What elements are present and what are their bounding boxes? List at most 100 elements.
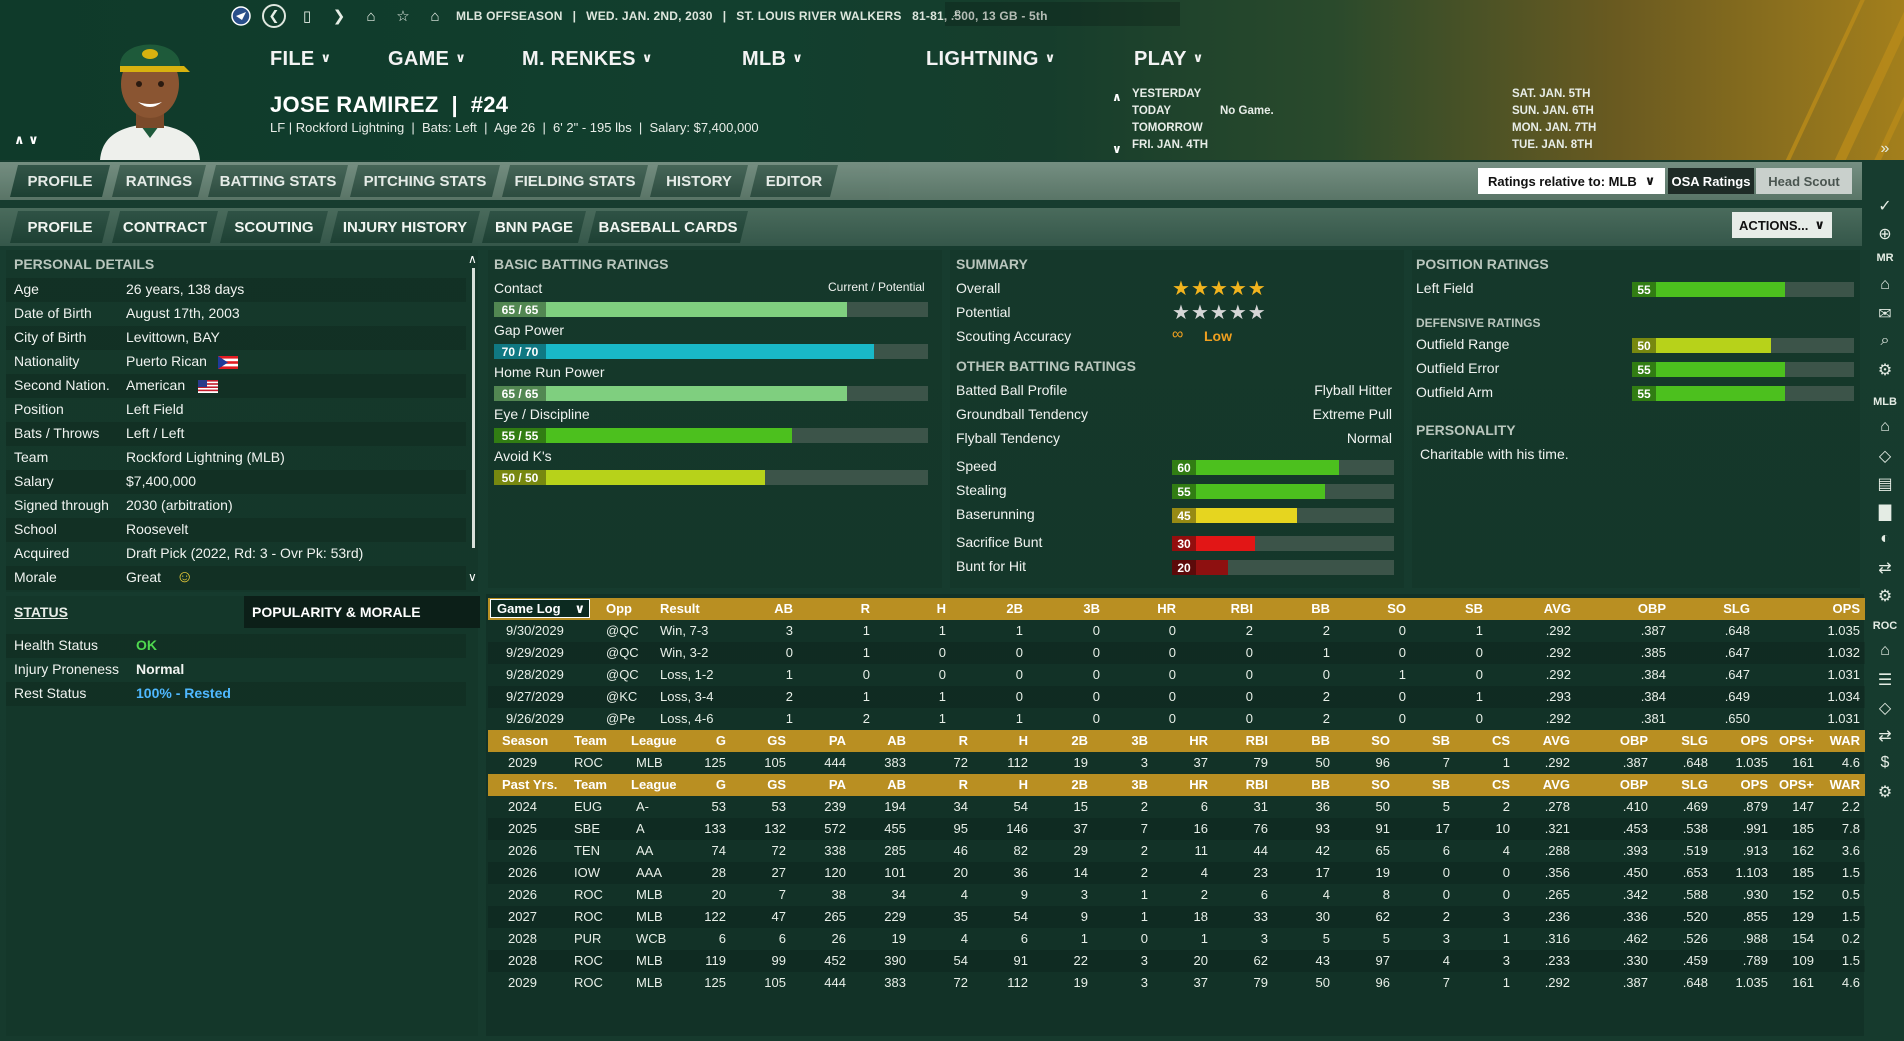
past-row[interactable]: 2028 PUR WCB 6 6 26 19 4 6 1 0 1 3 5 5 3 1 .316 .462 .526 .9… — [488, 928, 1865, 950]
ratings-relative-select[interactable]: Ratings relative to: MLB ∨ — [1478, 168, 1666, 194]
past-row[interactable]: 2026 TEN AA 74 72 338 285 46 82 29 2 11 44 42 65 6 4 .288… — [488, 840, 1865, 862]
column-header[interactable]: AVG — [1542, 733, 1570, 748]
subtab-scouting[interactable]: SCOUTING — [220, 211, 328, 243]
column-header[interactable]: AB — [887, 777, 906, 792]
column-header[interactable]: HR — [1157, 601, 1176, 616]
schedule-day[interactable]: TUE. JAN. 8TH — [1512, 139, 1593, 151]
gamelog-row[interactable]: 9/29/2029 @QC Win, 3-2 0 1 0 0 0 0 0 1 0 0 .292 .385 .6… — [488, 642, 1865, 664]
column-header[interactable]: OBP — [1619, 777, 1648, 792]
column-header[interactable]: OPS — [1832, 601, 1860, 616]
player-prev-next[interactable]: ∧ ∨ — [14, 132, 39, 147]
schedule-day[interactable]: FRI. JAN. 4TH — [1132, 139, 1209, 151]
column-header[interactable]: Result — [660, 601, 700, 616]
schedule-tomorrow[interactable]: TOMORROW — [1132, 122, 1203, 134]
chart-icon[interactable]: ▇ — [1878, 504, 1892, 521]
past-row[interactable]: 2026 ROC MLB 20 7 38 34 4 9 3 1 2 6 4 8 0 0 .265 .342 .588.… — [488, 884, 1865, 906]
column-header[interactable]: CS — [1491, 777, 1510, 792]
subtab-bnn-page[interactable]: BNN PAGE — [482, 211, 586, 243]
tab-editor[interactable]: EDITOR — [750, 165, 838, 197]
home-icon[interactable]: ⌂ — [366, 7, 376, 25]
gamelog-row[interactable]: 9/30/2029 @QC Win, 7-3 3 1 1 1 0 0 2 2 0 1 .292 .387 .6… — [488, 620, 1865, 642]
gear-icon[interactable]: ⚙ — [1877, 362, 1893, 379]
diamond-icon[interactable]: ◇ — [1878, 700, 1892, 717]
tab-history[interactable]: HISTORY — [650, 165, 748, 197]
column-header[interactable]: Past Yrs. — [502, 777, 558, 792]
past-row[interactable]: 2025 SBE A 133 132 572 455 95 146 37 7 16 76 93 91 17 10… — [488, 818, 1865, 840]
home-icon[interactable]: ⌂ — [1880, 642, 1890, 659]
column-header[interactable]: SLG — [1681, 777, 1708, 792]
column-header[interactable]: 2B — [1071, 777, 1088, 792]
column-header[interactable]: AB — [774, 601, 793, 616]
schedule-day[interactable]: MON. JAN. 7TH — [1512, 122, 1597, 134]
column-header[interactable]: RBI — [1245, 733, 1268, 748]
transfer-icon[interactable]: ⇄ — [1878, 728, 1892, 745]
transfer-icon[interactable]: ⇄ — [1878, 560, 1892, 577]
column-header[interactable]: 3B — [1131, 777, 1148, 792]
team-record[interactable]: ST. LOUIS RIVER WALKERS 81-81, .500, 13 … — [736, 9, 1048, 23]
past-row[interactable]: 2026 IOW AAA 28 27 120 101 20 36 14 2 4 23 17 19 0 0 .356… — [488, 862, 1865, 884]
column-header[interactable]: R — [958, 733, 968, 748]
column-header[interactable]: SO — [1371, 733, 1390, 748]
column-header[interactable]: PA — [828, 733, 846, 748]
gear-icon[interactable]: ⚙ — [1877, 588, 1893, 605]
column-header[interactable]: AVG — [1543, 601, 1571, 616]
popularity-morale-tab[interactable]: POPULARITY & MORALE — [244, 596, 480, 628]
column-header[interactable]: HR — [1189, 733, 1208, 748]
news-icon[interactable]: ▤ — [1877, 476, 1893, 493]
column-header[interactable]: WAR — [1829, 777, 1860, 792]
tab-batting-stats[interactable]: BATTING STATS — [208, 165, 348, 197]
column-header[interactable]: H — [936, 601, 946, 616]
column-header[interactable]: AB — [887, 733, 906, 748]
column-header[interactable]: SB — [1464, 601, 1483, 616]
column-header[interactable]: HR — [1189, 777, 1208, 792]
menu-mlb[interactable]: MLB ∨ — [742, 48, 804, 70]
column-header[interactable]: SLG — [1681, 733, 1708, 748]
page-icon[interactable]: ▯ — [302, 8, 312, 25]
gamelog-row[interactable]: 9/26/2029 @Pe Loss, 4-6 1 2 1 1 0 0 0 2 0 0 .292 .381.… — [488, 708, 1865, 730]
check-icon[interactable]: ✓ — [1878, 198, 1892, 215]
column-header[interactable]: 2B — [1071, 733, 1088, 748]
diamond-icon[interactable]: ◇ — [1878, 448, 1892, 465]
column-header[interactable]: 3B — [1131, 733, 1148, 748]
column-header[interactable]: Team — [574, 777, 607, 792]
column-header[interactable]: 3B — [1083, 601, 1100, 616]
tab-profile[interactable]: PROFILE — [10, 165, 110, 197]
column-header[interactable]: G — [715, 777, 726, 792]
mail-icon[interactable]: ✉ — [1878, 306, 1892, 323]
column-header[interactable]: R — [860, 601, 870, 616]
gamelog-row[interactable]: 9/28/2029 @QC Loss, 1-2 1 0 0 0 0 0 0 0 1 0 .292 .384.… — [488, 664, 1865, 686]
past-row[interactable]: 2024 EUG A- 53 53 239 194 34 54 15 2 6 31 36 50 5 2.278.… — [488, 796, 1865, 818]
menu-manager[interactable]: M. RENKES ∨ — [522, 48, 653, 70]
column-header[interactable]: SB — [1431, 733, 1450, 748]
roster-icon[interactable]: ☰ — [1877, 672, 1893, 689]
column-header[interactable]: BB — [1311, 777, 1330, 792]
column-header[interactable]: OBP — [1619, 733, 1648, 748]
scroll-down-icon[interactable]: ∨ — [468, 570, 477, 584]
column-header[interactable]: SLG — [1723, 601, 1750, 616]
head-scout-toggle[interactable]: Head Scout — [1756, 168, 1852, 194]
column-header[interactable]: GS — [767, 733, 786, 748]
column-header[interactable]: Opp — [606, 601, 632, 616]
column-header[interactable]: H — [1018, 777, 1028, 792]
subtab-contract[interactable]: CONTRACT — [112, 211, 218, 243]
column-header[interactable]: BB — [1311, 601, 1330, 616]
schedule-yesterday[interactable]: YESTERDAY — [1132, 88, 1202, 100]
menu-file[interactable]: FILE ∨ — [270, 48, 332, 70]
osa-ratings-toggle[interactable]: OSA Ratings — [1668, 168, 1754, 194]
globe-icon[interactable]: ⊕ — [1878, 226, 1892, 243]
dollar-icon[interactable]: $ — [1880, 754, 1890, 771]
column-header[interactable]: SO — [1371, 777, 1390, 792]
column-header[interactable]: 2B — [1006, 601, 1023, 616]
star-icon[interactable]: ☆ — [396, 8, 410, 25]
logo-icon[interactable] — [230, 5, 252, 27]
column-header[interactable]: OBP — [1637, 601, 1666, 616]
back-circle-icon[interactable]: ❮ — [262, 4, 286, 28]
column-header[interactable]: RBI — [1230, 601, 1253, 616]
column-header[interactable]: OPS+ — [1778, 777, 1814, 792]
baseball-icon[interactable]: ◐ — [1880, 530, 1890, 547]
forward-icon[interactable]: ❯ — [332, 8, 346, 25]
past-row[interactable]: 2028 ROC MLB 119 99 452 390 54 91 22 3 20 62 43 97 4 3.2… — [488, 950, 1865, 972]
house-icon[interactable]: ⌂ — [430, 7, 440, 25]
tab-pitching-stats[interactable]: PITCHING STATS — [350, 165, 500, 197]
schedule-down-icon[interactable]: ∨ — [1112, 142, 1122, 156]
